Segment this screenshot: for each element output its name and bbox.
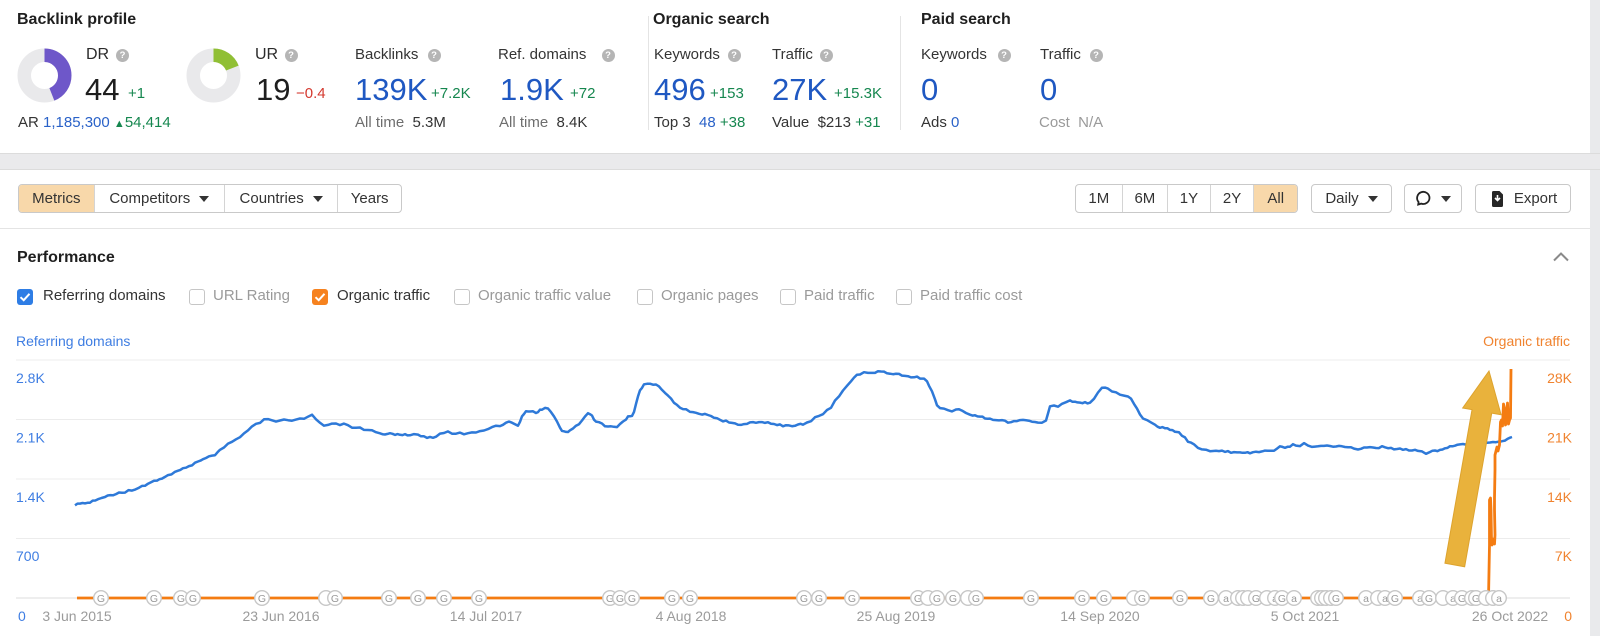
svg-text:23 Jun 2016: 23 Jun 2016 <box>242 608 319 624</box>
svg-text:0: 0 <box>18 608 26 624</box>
svg-text:G: G <box>668 593 676 605</box>
svg-text:a: a <box>1363 593 1369 605</box>
svg-text:700: 700 <box>16 548 40 564</box>
svg-text:G: G <box>1425 593 1433 605</box>
svg-text:G: G <box>150 593 158 605</box>
svg-text:14 Sep 2020: 14 Sep 2020 <box>1060 608 1140 624</box>
svg-text:21K: 21K <box>1547 430 1573 446</box>
svg-text:25 Aug 2019: 25 Aug 2019 <box>857 608 936 624</box>
svg-text:G: G <box>258 593 266 605</box>
svg-text:G: G <box>686 593 694 605</box>
svg-text:5 Oct 2021: 5 Oct 2021 <box>1271 608 1340 624</box>
svg-text:7K: 7K <box>1555 548 1573 564</box>
svg-text:a: a <box>1496 593 1502 605</box>
svg-text:G: G <box>1472 593 1480 605</box>
svg-text:G: G <box>1458 593 1466 605</box>
svg-text:a: a <box>1417 593 1423 605</box>
svg-text:G: G <box>1100 593 1108 605</box>
svg-text:G: G <box>189 593 197 605</box>
svg-text:G: G <box>440 593 448 605</box>
svg-text:G: G <box>800 593 808 605</box>
svg-text:G: G <box>1027 593 1035 605</box>
svg-text:G: G <box>848 593 856 605</box>
svg-text:G: G <box>1138 593 1146 605</box>
svg-text:G: G <box>331 593 339 605</box>
svg-text:2.8K: 2.8K <box>16 370 45 386</box>
svg-text:G: G <box>385 593 393 605</box>
svg-text:G: G <box>914 593 922 605</box>
svg-text:Referring domains: Referring domains <box>16 333 130 349</box>
svg-text:G: G <box>414 593 422 605</box>
svg-text:1.4K: 1.4K <box>16 489 45 505</box>
svg-text:G: G <box>1078 593 1086 605</box>
svg-text:0: 0 <box>1564 608 1572 624</box>
svg-text:G: G <box>616 593 624 605</box>
svg-text:G: G <box>972 593 980 605</box>
svg-text:2.1K: 2.1K <box>16 430 45 446</box>
svg-text:Organic traffic: Organic traffic <box>1483 333 1570 349</box>
svg-text:4 Aug 2018: 4 Aug 2018 <box>656 608 727 624</box>
svg-text:28K: 28K <box>1547 370 1573 386</box>
svg-text:G: G <box>177 593 185 605</box>
svg-text:a: a <box>1291 593 1297 605</box>
svg-text:26 Oct 2022: 26 Oct 2022 <box>1472 608 1548 624</box>
svg-text:G: G <box>933 593 941 605</box>
svg-text:G: G <box>97 593 105 605</box>
svg-text:14K: 14K <box>1547 489 1573 505</box>
svg-text:14 Jul 2017: 14 Jul 2017 <box>450 608 523 624</box>
svg-text:G: G <box>949 593 957 605</box>
svg-text:G: G <box>1278 593 1286 605</box>
svg-text:G: G <box>475 593 483 605</box>
svg-text:G: G <box>606 593 614 605</box>
svg-text:a: a <box>1223 593 1229 605</box>
svg-text:G: G <box>1207 593 1215 605</box>
svg-text:G: G <box>815 593 823 605</box>
svg-text:G: G <box>1252 593 1260 605</box>
svg-text:a: a <box>1382 593 1388 605</box>
svg-text:G: G <box>1391 593 1399 605</box>
svg-text:3 Jun 2015: 3 Jun 2015 <box>42 608 111 624</box>
svg-text:G: G <box>628 593 636 605</box>
svg-text:G: G <box>1332 593 1340 605</box>
svg-text:a: a <box>1450 593 1456 605</box>
svg-text:G: G <box>1176 593 1184 605</box>
